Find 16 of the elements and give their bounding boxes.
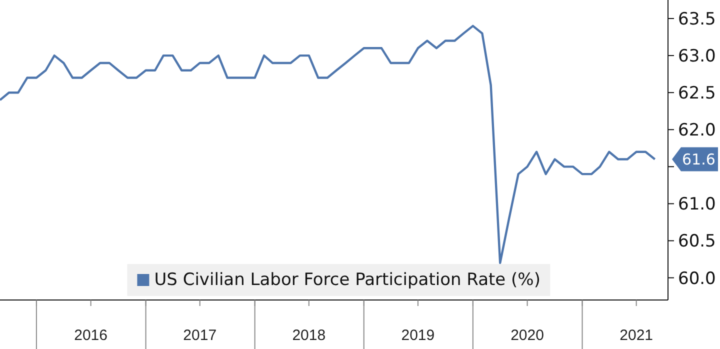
annotation: 61.6 — [682, 150, 716, 168]
y-tick-label: 60.5 — [678, 232, 716, 252]
line-series — [0, 24, 656, 264]
y-tick-label: 63.0 — [678, 46, 716, 67]
x-tick-label: 2020 — [510, 327, 544, 344]
x-tick-label: 2021 — [620, 327, 654, 344]
y-tick-label: 60.0 — [678, 268, 716, 289]
x-tick-label: 2019 — [401, 327, 435, 344]
legend-label: US Civilian Labor Force Participation Rate (%) — [154, 270, 540, 290]
y-tick-label: 61.0 — [678, 194, 716, 215]
x-tick-label: 2016 — [74, 327, 108, 344]
y-tick-label: 63.5 — [678, 10, 716, 30]
y-tick-label: 62.5 — [678, 84, 716, 104]
y-tick-label: 62.0 — [678, 120, 716, 141]
x-tick-label: 2017 — [183, 327, 217, 344]
x-tick-label: 2018 — [292, 327, 326, 344]
